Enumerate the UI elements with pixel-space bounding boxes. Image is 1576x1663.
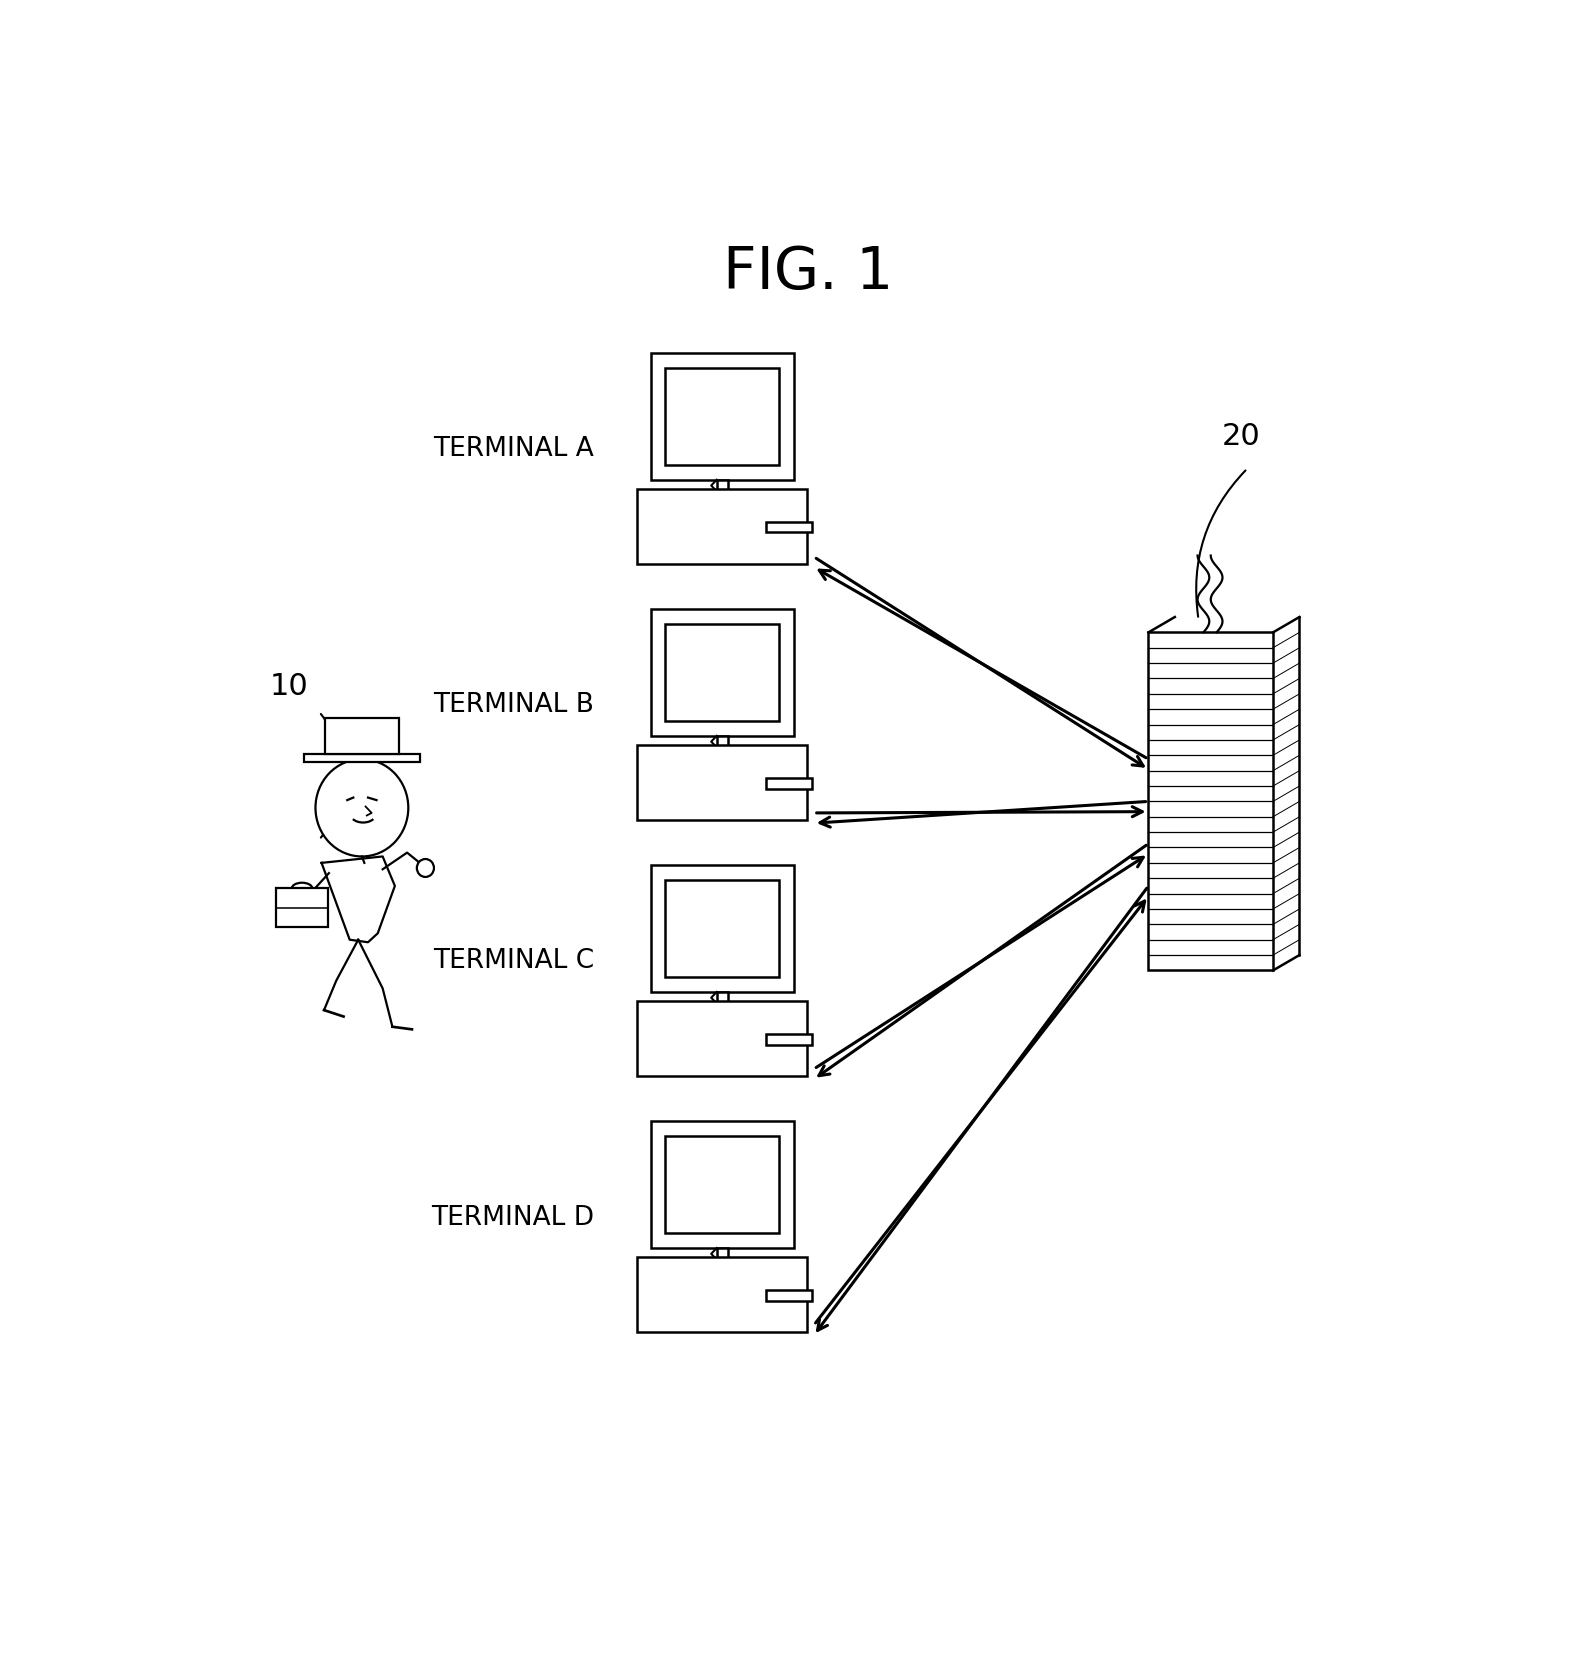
Bar bbox=[651, 1121, 794, 1247]
Bar bbox=[276, 888, 328, 926]
Bar bbox=[637, 489, 807, 564]
Bar bbox=[766, 1290, 812, 1300]
Bar bbox=[304, 753, 419, 762]
Bar bbox=[665, 624, 780, 720]
Circle shape bbox=[315, 758, 408, 856]
Bar bbox=[766, 1034, 812, 1044]
Text: FIG. 1: FIG. 1 bbox=[722, 244, 894, 301]
Circle shape bbox=[416, 860, 433, 876]
Bar bbox=[651, 609, 794, 735]
Bar bbox=[637, 745, 807, 820]
Bar bbox=[651, 353, 794, 479]
Bar bbox=[665, 880, 780, 976]
Bar bbox=[717, 479, 728, 491]
Bar bbox=[637, 1001, 807, 1076]
Bar bbox=[665, 1136, 780, 1232]
Bar bbox=[766, 778, 812, 788]
Text: 10: 10 bbox=[269, 672, 307, 700]
Text: 20: 20 bbox=[1221, 422, 1261, 451]
Bar bbox=[717, 991, 728, 1003]
Text: TERMINAL B: TERMINAL B bbox=[433, 692, 594, 718]
Bar bbox=[1149, 632, 1273, 971]
Bar bbox=[637, 1257, 807, 1332]
Bar bbox=[766, 522, 812, 532]
Text: TERMINAL A: TERMINAL A bbox=[433, 436, 594, 462]
Bar bbox=[717, 1247, 728, 1259]
Bar bbox=[717, 735, 728, 747]
Text: TERMINAL D: TERMINAL D bbox=[430, 1204, 594, 1231]
Bar bbox=[665, 368, 780, 464]
Text: TERMINAL C: TERMINAL C bbox=[433, 948, 594, 975]
Bar bbox=[325, 718, 399, 753]
Bar bbox=[651, 865, 794, 991]
